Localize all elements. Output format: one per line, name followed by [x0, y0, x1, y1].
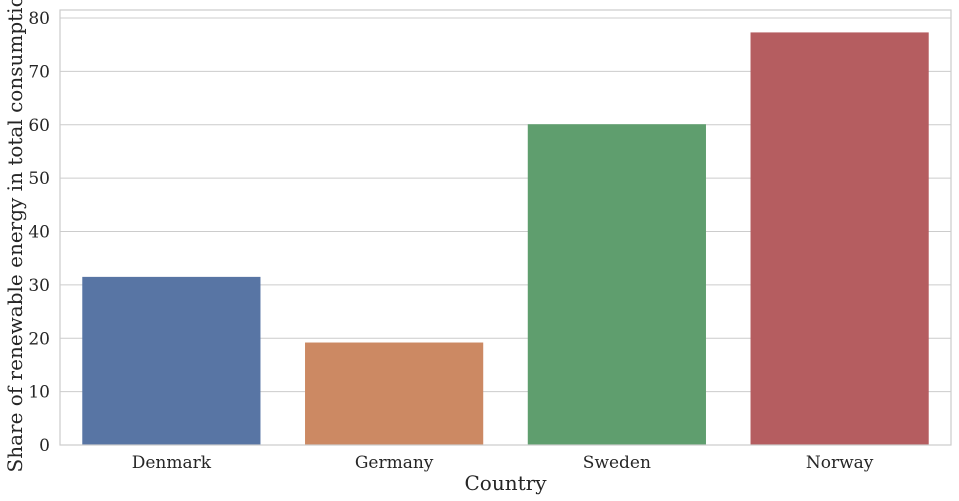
y-tick-label: 40 — [28, 223, 50, 243]
y-tick-label: 0 — [39, 436, 50, 456]
bar-denmark — [82, 276, 261, 445]
y-tick-label: 30 — [28, 276, 50, 296]
y-tick-label: 70 — [28, 62, 50, 82]
x-tick-label-germany: Germany — [355, 453, 434, 473]
bars — [82, 32, 929, 446]
y-tick-label: 80 — [28, 9, 50, 29]
bar-norway — [750, 32, 929, 446]
plot-frame — [59, 9, 952, 446]
bar-germany — [305, 342, 484, 445]
x-tick-labels: Denmark Germany Sweden Norway — [132, 453, 874, 473]
y-tick-label: 10 — [28, 383, 50, 403]
x-tick-label-denmark: Denmark — [132, 453, 212, 473]
x-axis-title: Country — [464, 471, 547, 495]
y-tick-label: 20 — [28, 329, 50, 349]
y-tick-label: 50 — [28, 169, 50, 189]
x-tick-label-norway: Norway — [806, 453, 874, 473]
y-tick-labels: 0 10 20 30 40 50 60 70 80 — [28, 9, 50, 456]
bar-sweden — [527, 124, 706, 445]
y-tick-label: 60 — [28, 116, 50, 136]
x-tick-label-sweden: Sweden — [583, 453, 651, 473]
y-axis-title: Share of renewable energy in total consu… — [3, 0, 27, 473]
